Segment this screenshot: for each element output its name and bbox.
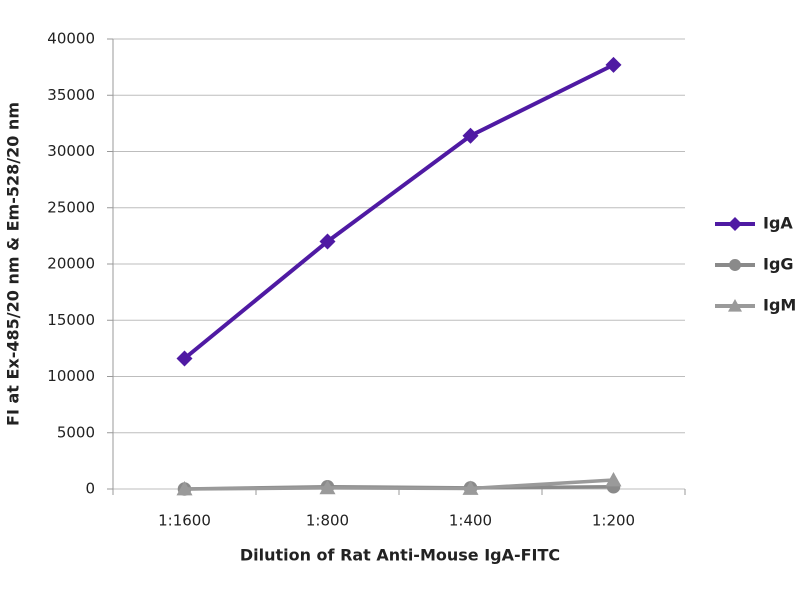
data-point xyxy=(319,233,336,250)
legend-label: IgG xyxy=(763,255,794,274)
legend-marker xyxy=(728,217,742,231)
y-tick-label: 10000 xyxy=(47,367,95,385)
x-tick-label: 1:800 xyxy=(306,512,349,530)
y-tick-label: 25000 xyxy=(47,198,95,216)
y-tick-label: 20000 xyxy=(47,255,95,273)
legend-label: IgA xyxy=(763,214,793,233)
y-tick-label: 40000 xyxy=(47,30,95,48)
x-tick-label: 1:1600 xyxy=(158,512,211,530)
x-tick-label: 1:200 xyxy=(592,512,635,530)
data-point xyxy=(462,127,479,144)
y-tick-label: 5000 xyxy=(57,423,95,441)
y-tick-label: 30000 xyxy=(47,142,95,160)
x-axis-label: Dilution of Rat Anti-Mouse IgA-FITC xyxy=(240,546,560,565)
legend-label: IgM xyxy=(763,296,796,315)
data-point xyxy=(319,479,336,495)
y-tick-label: 0 xyxy=(85,480,95,498)
series-line xyxy=(184,478,614,491)
y-tick-label: 15000 xyxy=(47,311,95,329)
x-tick-label: 1:400 xyxy=(449,512,492,530)
data-point xyxy=(462,480,479,495)
data-point xyxy=(176,481,193,496)
legend-marker xyxy=(729,259,741,271)
series-line xyxy=(183,63,615,361)
data-point xyxy=(605,56,622,73)
legend-marker xyxy=(728,299,742,312)
data-point xyxy=(176,350,193,367)
data-point xyxy=(605,472,622,487)
y-tick-label: 35000 xyxy=(47,86,95,104)
y-axis-label: FI at Ex-485/20 nm & Em-528/20 nm xyxy=(4,102,23,426)
